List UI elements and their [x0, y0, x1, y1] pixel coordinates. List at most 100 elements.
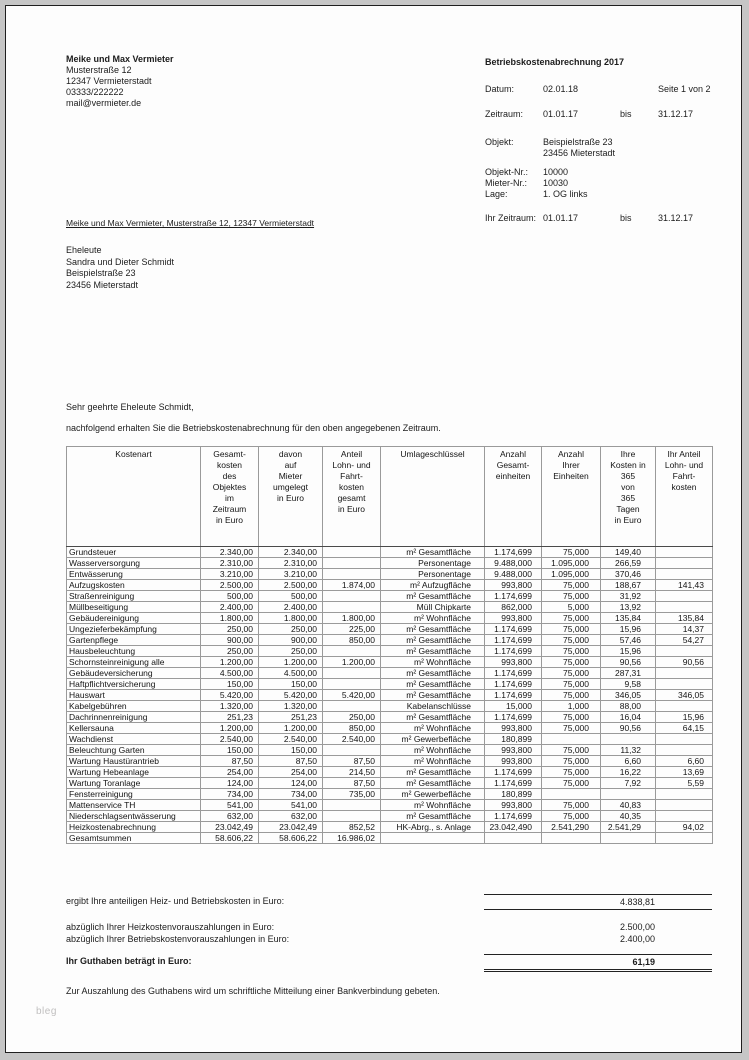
table-cell: 2.541,29 [600, 821, 656, 833]
field-zeitraum: Zeitraum: 01.01.17 bis 31.12.17 [485, 109, 720, 121]
table-cell: 3.210,00 [200, 568, 259, 580]
field-bis: bis [620, 109, 632, 119]
table-cell [322, 557, 381, 569]
table-cell: Schornsteinreinigung alle [66, 656, 201, 668]
table-cell: Kellersauna [66, 722, 201, 734]
table-cell [322, 568, 381, 580]
table-cell [655, 810, 713, 822]
table-cell: 75,000 [541, 656, 601, 668]
table-cell: m² Gesamtfläche [380, 623, 485, 635]
sender-address: Musterstraße 12 12347 Vermieterstadt 033… [66, 65, 152, 108]
table-cell: 57,46 [600, 634, 656, 646]
table-cell [322, 546, 381, 558]
table-cell: 2.310,00 [258, 557, 323, 569]
table-cell: 149,40 [600, 546, 656, 558]
table-cell: 2.500,00 [258, 579, 323, 591]
table-cell: Gebäudeversicherung [66, 667, 201, 679]
table-cell: 135,84 [655, 612, 713, 624]
field-value: 10030 [543, 178, 569, 188]
table-cell: 500,00 [200, 590, 259, 602]
table-cell: 75,000 [541, 799, 601, 811]
table-cell: 90,56 [600, 722, 656, 734]
table-cell: 31,92 [600, 590, 656, 602]
table-cell: m² Wohnfläche [380, 722, 485, 734]
table-cell: 75,000 [541, 777, 601, 789]
table-row: Hauswart 5.420,00 5.420,00 5.420,00 m² Gesam… [66, 689, 713, 701]
table-cell: 993,800 [484, 579, 542, 591]
table-cell: Niederschlagsentwässerung [66, 810, 201, 822]
table-cell: 11,32 [600, 744, 656, 756]
table-header-cell: Ihr Anteil Lohn- und Fahrt- kosten [655, 446, 713, 547]
table-cell [322, 601, 381, 613]
field-mieter-nr: Mieter-Nr.: 10030 [485, 178, 720, 190]
summary-deduction1-value: 2.500,00 [619, 922, 655, 932]
field-value: 31.12.17 [658, 109, 694, 119]
table-cell: 150,00 [200, 744, 259, 756]
table-cell: 500,00 [258, 590, 323, 602]
field-objekt: Objekt: Beispielstraße 23 23456 Mieterst… [485, 137, 720, 161]
table-row: Hausbeleuchtung 250,00 250,00 m² Gesamtfläc… [66, 645, 713, 657]
table-row: Kabelgebühren 1.320,00 1.320,00 Kabelanschl… [66, 700, 713, 712]
table-cell: 1.874,00 [322, 579, 381, 591]
table-cell: 1,000 [541, 700, 601, 712]
table-cell: 75,000 [541, 722, 601, 734]
table-cell: 75,000 [541, 546, 601, 558]
field-label: Ihr Zeitraum: [485, 213, 537, 223]
table-cell: 1.174,699 [484, 546, 542, 558]
sender-line: Meike und Max Vermieter, Musterstraße 12… [66, 218, 315, 228]
table-header-cell: Gesamt- kosten des Objektes im Zeitraum … [200, 446, 259, 547]
table-cell: 900,00 [258, 634, 323, 646]
table-cell: 2.540,00 [200, 733, 259, 745]
field-value: 1. OG links [543, 189, 588, 199]
summary-credit-line: Ihr Guthaben beträgt in Euro: 61,19 [66, 954, 712, 972]
table-cell: Wartung Hebeanlage [66, 766, 201, 778]
table-cell: 5.420,00 [258, 689, 323, 701]
table-cell [655, 799, 713, 811]
table-row: Mattenservice TH 541,00 541,00 m² Wohnfläch… [66, 799, 713, 811]
table-cell: 15,96 [600, 645, 656, 657]
table-cell: m² Wohnfläche [380, 656, 485, 668]
table-cell: 4.500,00 [200, 667, 259, 679]
table-cell: 16.986,02 [322, 832, 381, 844]
table-cell [600, 788, 656, 800]
table-cell [655, 667, 713, 679]
table-cell: Ungezieferbekämpfung [66, 623, 201, 635]
table-cell: Hausbeleuchtung [66, 645, 201, 657]
table-cell: Grundsteuer [66, 546, 201, 558]
table-row: Haftpflichtversicherung 150,00 150,00 m² Ge… [66, 678, 713, 690]
table-cell: Dachrinnenreinigung [66, 711, 201, 723]
table-cell: 1.200,00 [200, 656, 259, 668]
table-cell: 124,00 [258, 777, 323, 789]
table-cell: m² Gesamtfläche [380, 678, 485, 690]
table-row: Straßenreinigung 500,00 500,00 m² Gesamtflä… [66, 590, 713, 602]
table-row: Wachdienst 2.540,00 2.540,00 2.540,00 m² Gew… [66, 733, 713, 745]
table-row: Wasserversorgung 2.310,00 2.310,00 Personen… [66, 557, 713, 569]
table-cell: 250,00 [200, 645, 259, 657]
summary-credit-label: Ihr Guthaben beträgt in Euro: [66, 956, 192, 966]
table-cell: m² Gewerbefläche [380, 788, 485, 800]
table-cell: Wartung Haustürantrieb [66, 755, 201, 767]
table-cell [655, 700, 713, 712]
field-value: 02.01.18 [543, 84, 579, 94]
page-indicator: Seite 1 von 2 [658, 84, 711, 94]
table-row: Ungezieferbekämpfung 250,00 250,00 225,00 m²… [66, 623, 713, 635]
field-bis: bis [620, 213, 632, 223]
summary-deduction2-value: 2.400,00 [619, 934, 655, 944]
table-row: Schornsteinreinigung alle 1.200,00 1.200,0… [66, 656, 713, 668]
table-header-cell: Anzahl Gesamt- einheiten [484, 446, 542, 547]
table-cell: 1.095,000 [541, 557, 601, 569]
table-row: Wartung Hebeanlage 254,00 254,00 214,50 m² G… [66, 766, 713, 778]
field-value: Beispielstraße 23 23456 Mieterstadt [543, 137, 616, 158]
table-row: Aufzugskosten 2.500,00 2.500,00 1.874,00 m² … [66, 579, 713, 591]
table-cell: 14,37 [655, 623, 713, 635]
field-label: Objekt: [485, 137, 514, 147]
table-cell [655, 590, 713, 602]
table-cell: 75,000 [541, 744, 601, 756]
table-cell: m² Gesamtfläche [380, 777, 485, 789]
table-cell: 15,96 [655, 711, 713, 723]
table-cell: 2.540,00 [322, 733, 381, 745]
table-cell: 40,83 [600, 799, 656, 811]
table-cell: 2.540,00 [258, 733, 323, 745]
table-cell [541, 832, 601, 844]
table-cell: m² Gesamtfläche [380, 645, 485, 657]
